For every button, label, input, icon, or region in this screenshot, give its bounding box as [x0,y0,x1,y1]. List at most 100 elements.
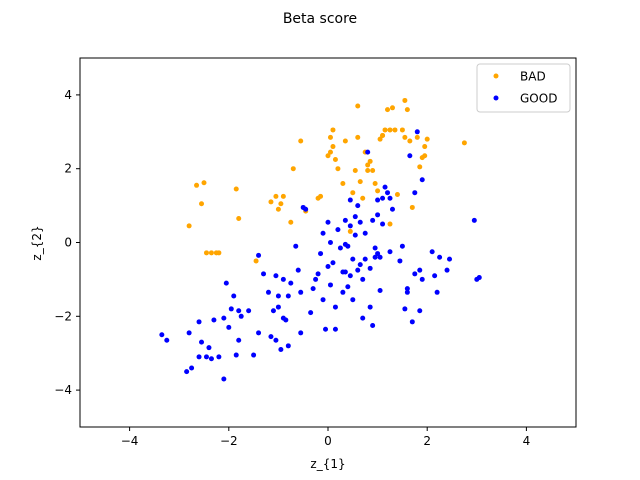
point-good-106 [409,319,415,325]
point-good-115 [432,273,438,279]
point-good-51 [318,251,324,257]
point-good-22 [238,313,244,319]
point-good-32 [273,273,279,279]
point-good-98 [387,249,393,255]
point-bad-13 [275,206,281,212]
point-bad-32 [350,190,356,196]
point-good-126 [313,276,319,282]
point-good-107 [412,190,418,196]
point-good-79 [360,276,366,282]
point-good-108 [412,271,418,277]
point-good-87 [370,323,376,329]
point-good-105 [407,153,413,159]
point-bad-0 [186,223,192,229]
point-good-110 [417,308,423,314]
point-good-65 [340,289,346,295]
point-good-127 [345,243,351,249]
point-good-33 [275,293,281,299]
point-good-28 [265,289,271,295]
point-bad-41 [367,158,373,164]
point-bad-10 [253,258,259,264]
point-good-93 [380,195,386,201]
plot-area [79,57,577,428]
point-bad-28 [335,166,341,172]
y-tick-label: 2 [64,162,72,176]
point-bad-29 [340,180,346,186]
point-good-73 [350,297,356,303]
point-bad-60 [417,164,423,170]
point-good-123 [375,251,381,257]
point-bad-36 [357,179,363,185]
point-good-119 [447,256,453,262]
point-good-23 [246,308,252,314]
series-bad [186,97,467,264]
point-good-12 [216,354,222,360]
point-good-17 [228,306,234,312]
point-good-85 [367,265,373,271]
point-bad-43 [372,180,378,186]
point-bad-33 [352,168,358,174]
point-good-89 [375,212,381,218]
point-good-100 [397,258,403,264]
point-bad-48 [385,107,391,113]
point-good-11 [211,317,217,323]
point-bad-31 [347,228,353,234]
point-good-15 [223,280,229,286]
x-tick-label: −4 [121,434,139,448]
point-good-47 [303,206,309,212]
point-good-34 [275,304,281,310]
point-good-54 [323,326,329,332]
point-bad-25 [330,127,336,133]
point-good-63 [337,245,343,251]
point-bad-45 [377,136,383,142]
point-good-31 [273,337,279,343]
legend-label-good: GOOD [520,92,557,106]
y-tick-label: −4 [54,383,72,397]
x-tick-label: 0 [324,434,332,448]
point-good-84 [367,304,373,310]
point-bad-1 [194,182,200,188]
point-bad-9 [236,216,242,222]
point-bad-63 [422,144,428,150]
point-good-53 [320,297,326,303]
point-bad-23 [327,149,333,155]
point-bad-3 [201,180,207,186]
point-bad-58 [409,204,415,210]
point-good-80 [360,315,366,321]
point-good-10 [208,356,214,362]
x-axis: −4 −2 0 2 4 [121,427,530,448]
point-good-25 [256,252,262,258]
point-bad-50 [389,105,395,111]
point-good-24 [251,352,257,358]
point-good-94 [380,221,386,227]
point-good-16 [226,324,232,330]
point-bad-39 [365,162,371,168]
legend-marker-bad [493,73,499,79]
point-good-114 [429,249,435,255]
point-bad-51 [392,127,398,133]
point-good-122 [476,275,482,281]
point-good-118 [444,267,450,273]
point-good-113 [419,276,425,282]
point-bad-17 [290,166,296,172]
point-bad-65 [461,140,467,146]
point-bad-42 [370,168,376,174]
point-good-8 [203,354,209,360]
point-good-124 [352,214,358,220]
point-good-101 [399,243,405,249]
point-good-125 [372,254,378,260]
point-good-99 [389,206,395,212]
point-good-128 [357,219,363,225]
legend-marker-good [493,95,499,101]
point-bad-37 [360,195,366,201]
point-bad-27 [332,156,338,162]
legend-frame [476,63,571,113]
point-bad-57 [407,138,413,144]
point-bad-56 [404,107,410,113]
point-bad-18 [298,138,304,144]
point-good-68 [342,269,348,275]
point-good-39 [285,293,291,299]
point-bad-67 [380,132,386,138]
point-bad-5 [208,250,214,256]
point-good-21 [236,308,242,314]
